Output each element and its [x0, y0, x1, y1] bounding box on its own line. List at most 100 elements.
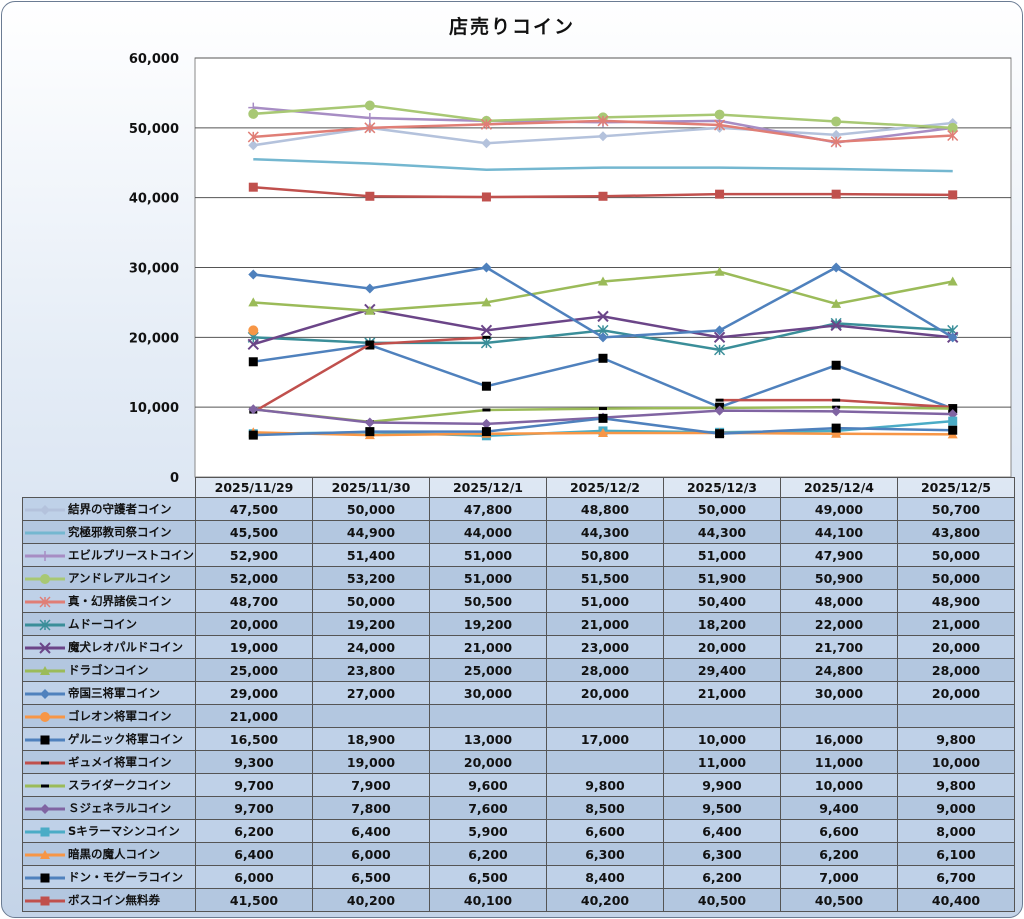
legend-label: ドン・モグーラコイン: [68, 870, 183, 884]
y-tick-label: 0: [170, 471, 179, 486]
triangle-marker: [714, 266, 725, 276]
table-header-row: 2025/11/29 2025/11/30 2025/12/1 2025/12/2 20…: [23, 477, 1015, 498]
table-row: ゲルニック将軍コイン 16,500 18,900 13,000 17,000 10,000…: [22, 727, 1015, 751]
chart-title: 店売りコイン: [448, 16, 575, 38]
diamond-marker: [947, 332, 958, 343]
triangle-marker: [481, 297, 492, 307]
data-label: 24,000: [312, 635, 430, 659]
table-row: アンドレアルコイン 52,000 53,200 51,000 51,500 51,900 5…: [22, 566, 1015, 590]
data-label: 9,800: [897, 773, 1015, 797]
data-label: 10,000: [897, 750, 1015, 774]
legend-key-marker: [40, 827, 50, 836]
diamond-marker: [248, 269, 259, 280]
circle-marker: [947, 122, 958, 133]
legend-key-marker: [40, 504, 50, 515]
y-tick-label: 40,000: [129, 192, 179, 207]
y-tick-label: 10,000: [129, 401, 179, 416]
triangle-marker: [598, 428, 608, 438]
data-label: 6,300: [663, 842, 781, 866]
data-label: 28,000: [546, 658, 664, 682]
triangle-marker: [248, 297, 259, 307]
data-label: 40,400: [897, 888, 1015, 912]
x-category-label: 2025/12/1: [429, 477, 547, 498]
data-label: 50,400: [663, 589, 781, 613]
x-marker: [480, 324, 493, 337]
dash-marker: [599, 407, 607, 411]
data-label: 21,000: [429, 635, 547, 659]
legend-entry: ドン・モグーラコイン: [22, 865, 196, 889]
legend-key-marker: [40, 688, 50, 699]
legend-key-icon: [25, 641, 65, 654]
triangle-marker: [831, 298, 842, 308]
series-2: [253, 158, 953, 173]
legend-entry: エビルプリーストコイン: [22, 543, 196, 567]
data-label: 24,800: [780, 658, 898, 682]
x-marker: [597, 310, 609, 323]
circle-marker: [40, 711, 50, 722]
legend-key-marker: [40, 573, 50, 584]
data-label: 28,000: [897, 658, 1015, 682]
data-label: 52,900: [195, 543, 313, 567]
legend-label: ゲルニック将軍コイン: [68, 732, 183, 746]
data-label: 51,000: [429, 543, 547, 567]
diamond-marker: [364, 417, 375, 428]
square-marker: [40, 735, 50, 744]
data-label: 40,500: [663, 888, 781, 912]
data-label: 21,700: [780, 635, 898, 659]
data-label: 19,000: [195, 635, 313, 659]
data-label: 6,400: [663, 819, 781, 843]
data-label: 8,500: [546, 796, 664, 820]
legend-key-icon: [25, 784, 65, 787]
legend-entry: スライダークコイン: [22, 773, 196, 797]
x-marker: [713, 331, 726, 344]
legend-key-icon: [25, 531, 65, 534]
diamond-marker: [481, 138, 492, 149]
triangle-marker: [831, 428, 842, 438]
diamond-marker: [481, 262, 492, 273]
data-label: 6,100: [897, 842, 1015, 866]
circle-marker: [364, 100, 375, 111]
legend-entry: アンドレアルコイン: [22, 566, 196, 590]
data-label: 5,900: [429, 819, 547, 843]
data-label: 50,000: [897, 543, 1015, 567]
legend-label: スライダークコイン: [68, 778, 172, 792]
data-label: 20,000: [897, 681, 1015, 705]
diamond-marker: [40, 803, 50, 814]
data-label: 6,600: [780, 819, 898, 843]
legend-label: Sキラーマシンコイン: [68, 824, 180, 838]
data-label: 25,000: [429, 658, 547, 682]
triangle-marker: [40, 849, 50, 859]
asterisk-marker: [714, 119, 726, 131]
data-label: 48,800: [546, 497, 664, 521]
diamond-marker: [40, 688, 50, 699]
table-row: エビルプリーストコイン 52,900 51,400 51,000 50,800 51,00…: [22, 543, 1015, 567]
diamond-marker: [248, 404, 259, 415]
dash-marker: [41, 761, 49, 764]
square-marker: [948, 416, 958, 426]
table-row: 魔犬レオパルドコイン 19,000 24,000 21,000 23,000 20,000…: [22, 635, 1015, 659]
data-label: 41,500: [195, 888, 313, 912]
square-marker: [715, 429, 725, 439]
x-category-label: 2025/12/2: [546, 477, 664, 498]
legend-entry: 結界の守護者コイン: [22, 497, 196, 521]
square-marker: [481, 381, 491, 391]
data-label: 9,300: [195, 750, 313, 774]
series-10: [248, 325, 259, 336]
diamond-marker: [714, 325, 725, 336]
data-label: 9,700: [195, 796, 313, 820]
asterisk-marker: [364, 122, 376, 134]
data-label: 18,900: [312, 727, 430, 751]
data-label: 6,000: [312, 842, 430, 866]
y-tick-label: 50,000: [129, 122, 179, 137]
data-label: 9,700: [195, 773, 313, 797]
legend-label: 魔犬レオパルドコイン: [68, 640, 183, 654]
data-label: 44,100: [780, 520, 898, 544]
square-marker: [481, 427, 491, 437]
data-label: 50,000: [312, 497, 430, 521]
table-row: ムドーコイン 20,000 19,200 19,200 21,000 18,200 22,0…: [22, 612, 1015, 636]
data-label: 20,000: [897, 635, 1015, 659]
legend-key-marker: [41, 784, 49, 787]
data-label: 50,900: [780, 566, 898, 590]
x-marker: [830, 319, 842, 332]
data-label: 27,000: [312, 681, 430, 705]
